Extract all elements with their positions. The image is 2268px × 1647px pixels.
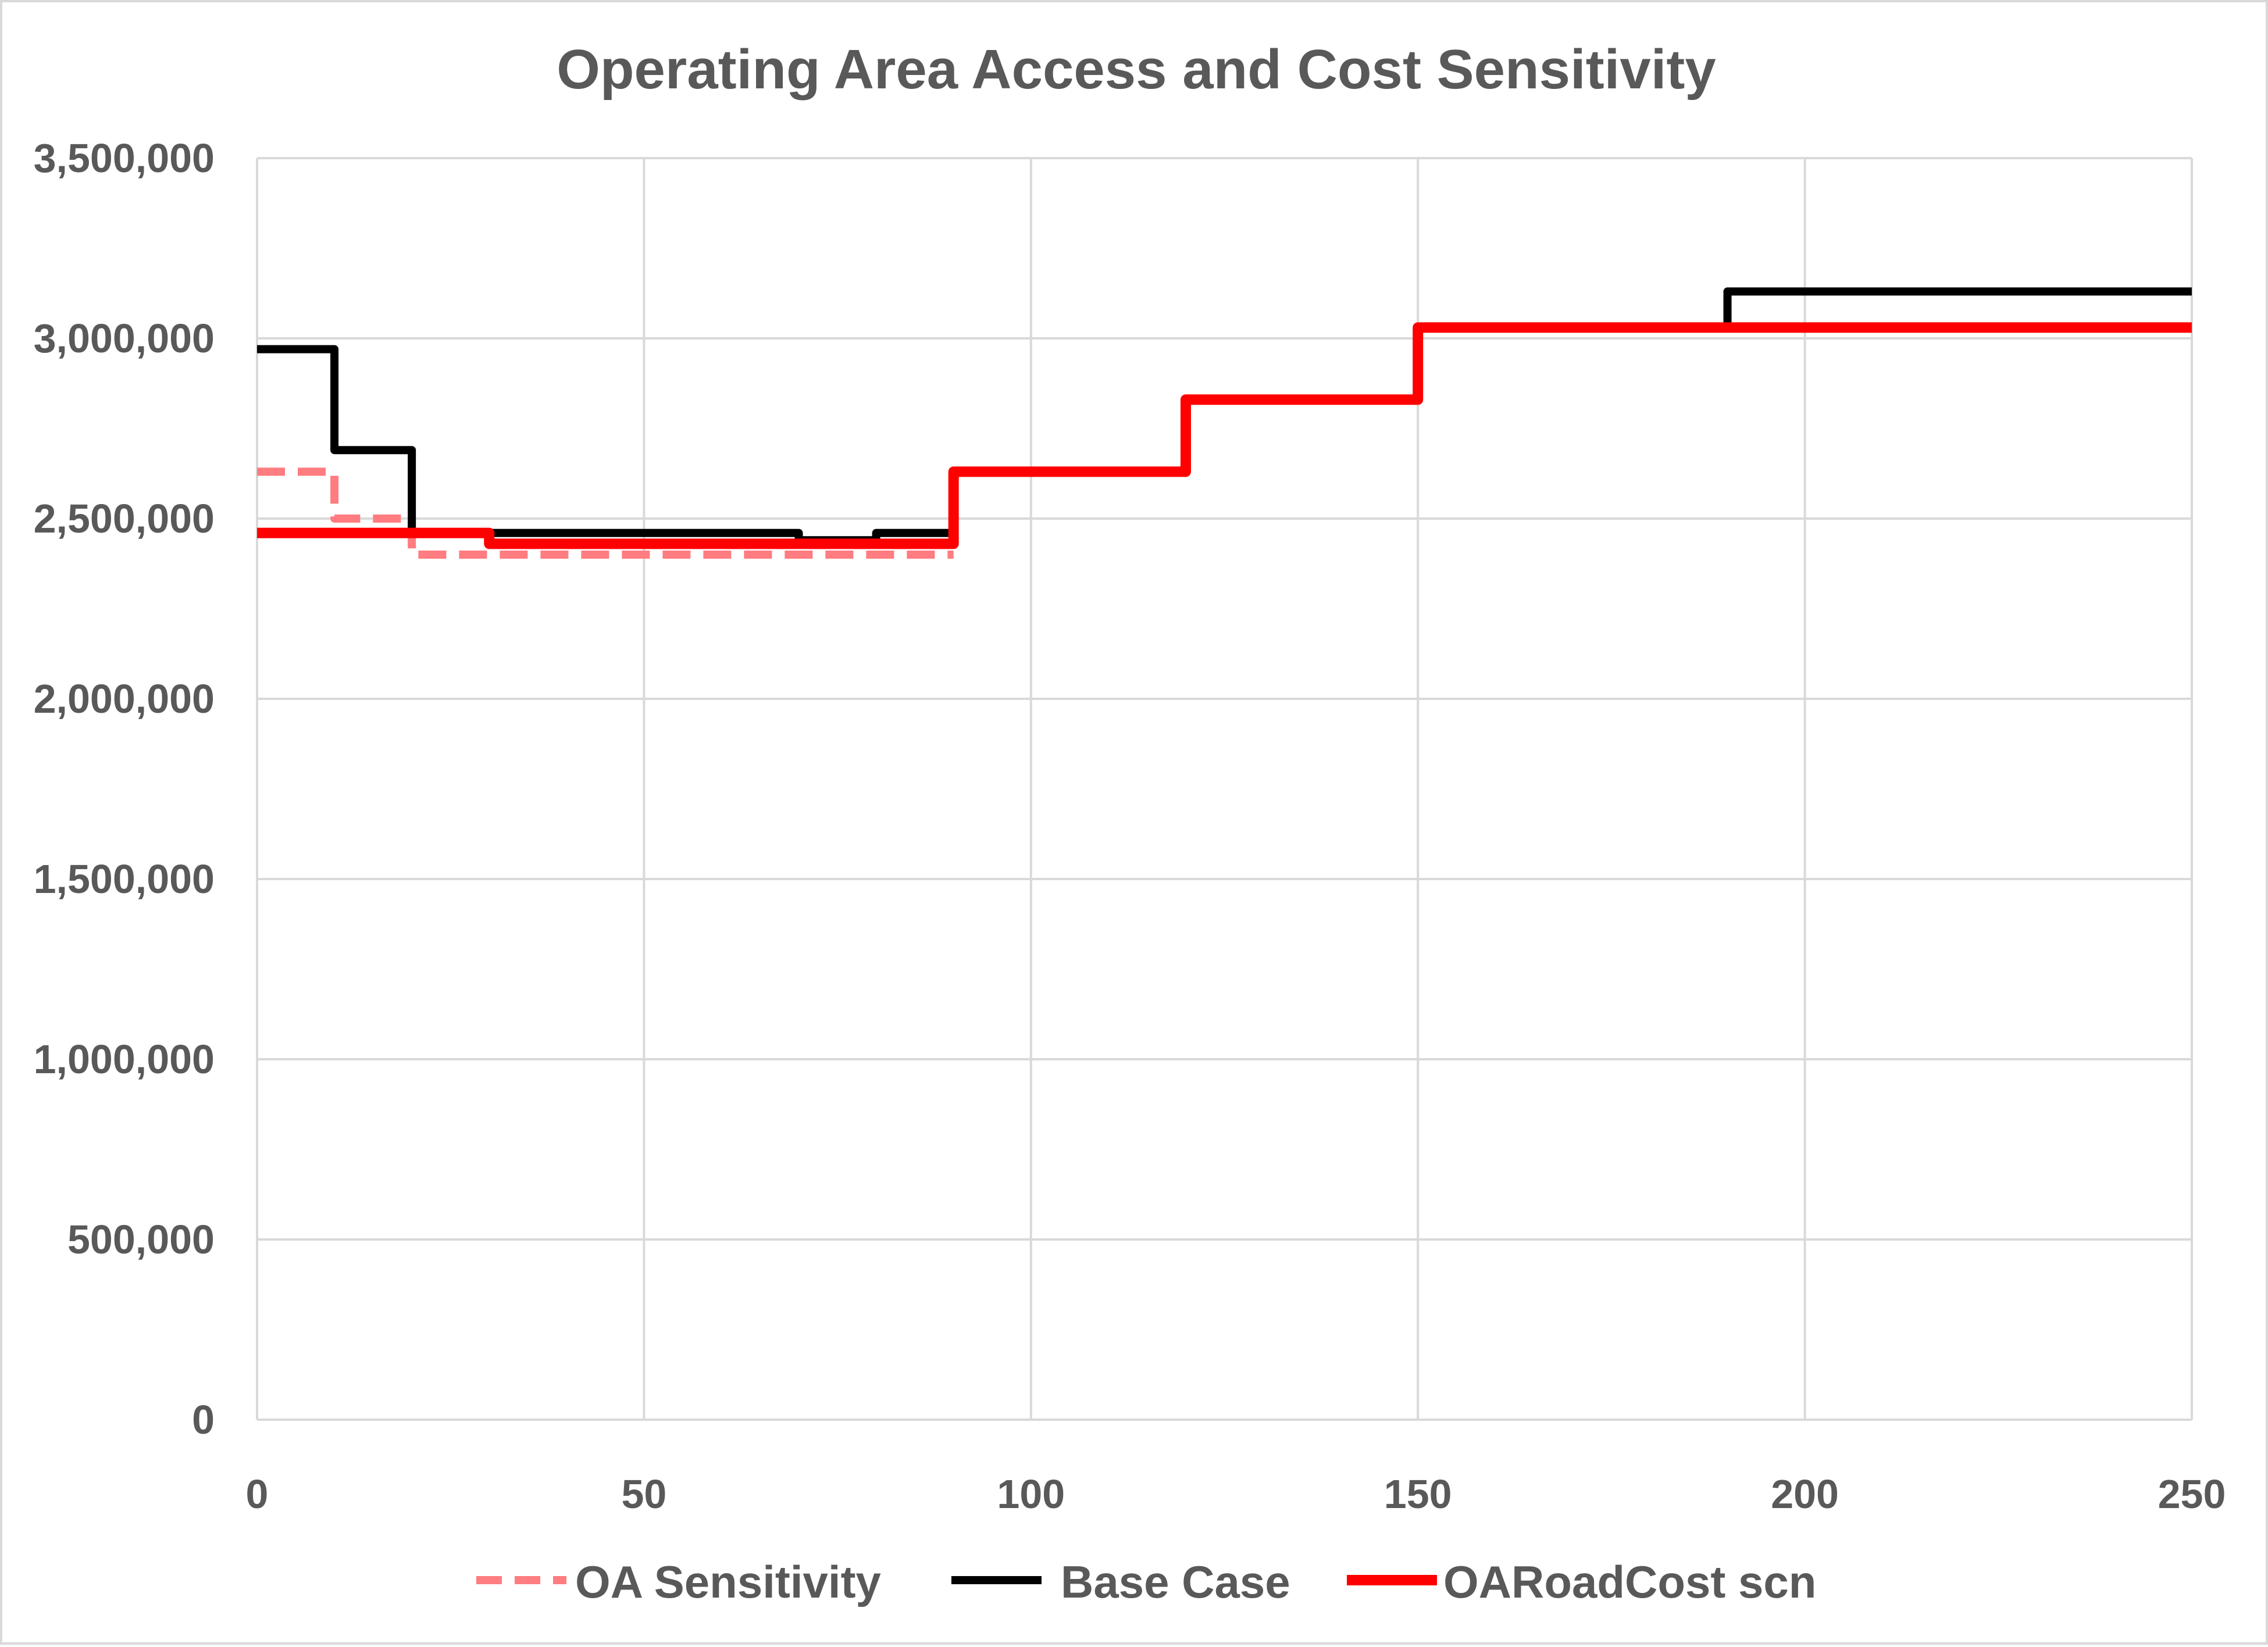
y-tick-label: 3,500,000 [34, 135, 215, 181]
series-line-2 [257, 322, 2192, 549]
x-axis: 0 50 100 150 200 250 [246, 1471, 2226, 1517]
series-line-0 [257, 467, 954, 559]
y-axis: 0 500,000 1,000,000 1,500,000 2,000,000 2,500… [34, 135, 215, 1442]
y-tick-label: 1,000,000 [34, 1037, 215, 1082]
y-tick-label: 0 [192, 1397, 215, 1442]
x-tick-label: 250 [2158, 1471, 2226, 1517]
y-tick-label: 3,000,000 [34, 316, 215, 361]
legend-label: OA Sensitivity [575, 1556, 881, 1607]
y-tick-label: 2,000,000 [34, 676, 215, 721]
series-layer [257, 287, 2192, 559]
x-tick-label: 150 [1384, 1471, 1452, 1517]
legend-label: Base Case [1061, 1556, 1290, 1607]
y-tick-label: 500,000 [67, 1217, 215, 1262]
chart-title: Operating Area Access and Cost Sensitivi… [557, 38, 1716, 101]
x-tick-label: 100 [997, 1471, 1065, 1517]
x-tick-label: 0 [246, 1471, 269, 1517]
x-tick-label: 200 [1771, 1471, 1839, 1517]
legend: OA Sensitivity Base Case OARoadCost scn [476, 1556, 1816, 1607]
x-tick-label: 50 [621, 1471, 666, 1517]
legend-label: OARoadCost scn [1443, 1556, 1816, 1607]
gridlines [256, 157, 2193, 1421]
y-tick-label: 1,500,000 [34, 856, 215, 902]
y-tick-label: 2,500,000 [34, 496, 215, 541]
